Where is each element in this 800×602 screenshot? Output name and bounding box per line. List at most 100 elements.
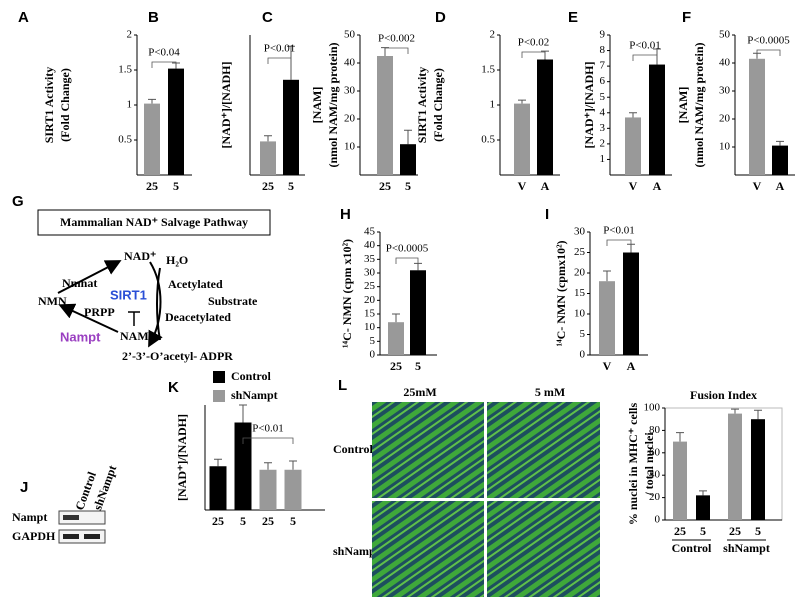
enzyme-nampt: Nampt <box>60 329 101 344</box>
p-value: P<0.0005 <box>747 35 790 47</box>
x-tick-label: V <box>629 179 638 193</box>
y-tick-label: 8 <box>600 44 606 56</box>
p-value: P<0.01 <box>603 225 635 237</box>
y-tick-label: 50 <box>719 29 731 41</box>
y-tick-label: 25 <box>364 280 376 292</box>
y-axis-label: [NAD⁺]/[NADH] <box>219 62 233 149</box>
y-axis-label: ¹⁴C- NMN (cpmx10²) <box>554 240 568 346</box>
x-tick-label: 5 <box>288 179 294 193</box>
y-axis-label: (nmol NAM/mg protein) <box>326 42 340 167</box>
bar <box>772 145 788 175</box>
y-axis-label: % nuclei in MHC⁺ cells <box>626 403 640 526</box>
y-tick-label: 2 <box>600 137 606 149</box>
y-tick-label: 1 <box>490 99 496 111</box>
bar <box>751 419 765 520</box>
significance-bracket <box>756 49 781 56</box>
arrow <box>58 303 119 333</box>
bar <box>400 144 416 175</box>
y-tick-label: 20 <box>344 113 356 125</box>
significance-bracket <box>267 57 292 64</box>
bar <box>388 322 404 355</box>
bar <box>234 422 252 510</box>
node-nad: NAD⁺ <box>124 249 156 263</box>
y-tick-label: 80 <box>649 424 661 436</box>
y-tick-label: 1.5 <box>481 64 495 76</box>
error-bar <box>404 129 412 145</box>
bar <box>410 270 426 355</box>
column-label: 5 mM <box>535 385 565 399</box>
node-adpr: 2’-3’-O’acetyl- ADPR <box>122 349 233 363</box>
p-value: P<0.01 <box>264 43 296 55</box>
y-axis-label: [NAM] <box>310 87 324 124</box>
y-tick-label: 100 <box>644 402 661 414</box>
y-tick-label: 20 <box>719 113 731 125</box>
bar <box>514 103 530 175</box>
x-tick-label: 25 <box>262 514 274 528</box>
y-tick-label: 10 <box>719 141 731 153</box>
x-tick-label: 5 <box>405 179 411 193</box>
bar <box>377 56 393 175</box>
y-tick-label: 3 <box>600 122 606 134</box>
arrow <box>156 267 161 341</box>
panel-label: F <box>682 9 691 26</box>
y-axis-label: SIRT1 Activity <box>42 67 56 144</box>
chart-title: Fusion Index <box>690 388 757 402</box>
panel-label: K <box>168 379 179 396</box>
error-bar <box>264 462 272 470</box>
y-tick-label: 25 <box>574 246 586 258</box>
panel-label: E <box>568 9 578 26</box>
node-nam: NAM <box>120 329 149 343</box>
y-tick-label: 40 <box>649 469 661 481</box>
x-tick-label: A <box>541 179 550 193</box>
significance-bracket <box>242 437 294 444</box>
blot-strip <box>58 529 106 544</box>
bar <box>649 64 665 175</box>
y-tick-label: 20 <box>364 294 376 306</box>
panel-label: G <box>12 193 24 210</box>
legend-label: shNampt <box>231 388 278 402</box>
error-bar <box>629 112 637 118</box>
x-tick-label: A <box>653 179 662 193</box>
x-tick-label: V <box>518 179 527 193</box>
error-bar <box>731 408 739 414</box>
error-bar <box>699 490 707 496</box>
panel-label: L <box>338 377 347 394</box>
x-tick-label: 5 <box>240 514 246 528</box>
y-tick-label: 45 <box>364 226 376 238</box>
arrow <box>57 260 122 294</box>
error-bar <box>239 404 247 423</box>
row-label: shNampt <box>333 544 380 558</box>
error-bar <box>518 99 526 104</box>
y-tick-label: 4 <box>600 106 606 118</box>
cosubstrate-prpp: PRPP <box>84 305 115 319</box>
bar <box>284 469 302 510</box>
y-tick-label: 0.5 <box>481 134 495 146</box>
y-tick-label: 5 <box>370 335 376 347</box>
y-tick-label: 30 <box>344 85 356 97</box>
y-tick-label: 20 <box>649 491 661 503</box>
y-tick-label: 6 <box>600 75 606 87</box>
micrograph <box>372 501 484 597</box>
bar <box>696 495 710 520</box>
p-value: P<0.0005 <box>386 243 429 255</box>
y-tick-label: 10 <box>344 141 356 153</box>
y-axis-label: (Fold Change) <box>431 68 445 142</box>
y-tick-label: 0.5 <box>118 134 132 146</box>
y-tick-label: 20 <box>574 267 586 279</box>
panel-label: H <box>340 206 351 223</box>
y-tick-label: 1 <box>600 153 606 165</box>
x-tick-label: 25 <box>379 179 391 193</box>
x-tick-label: 25 <box>146 179 158 193</box>
bar <box>283 79 299 175</box>
y-tick-label: 15 <box>574 287 586 299</box>
bar <box>260 141 276 175</box>
bar <box>673 441 687 520</box>
blot-row-label: Nampt <box>12 510 47 524</box>
y-axis-label: ¹⁴C- NMN (cpm x10²) <box>340 239 354 348</box>
error-bar <box>214 458 222 467</box>
label-acetylated: Acetylated <box>168 277 223 291</box>
error-bar <box>289 460 297 470</box>
x-tick-label: V <box>753 179 762 193</box>
bar <box>537 59 553 175</box>
